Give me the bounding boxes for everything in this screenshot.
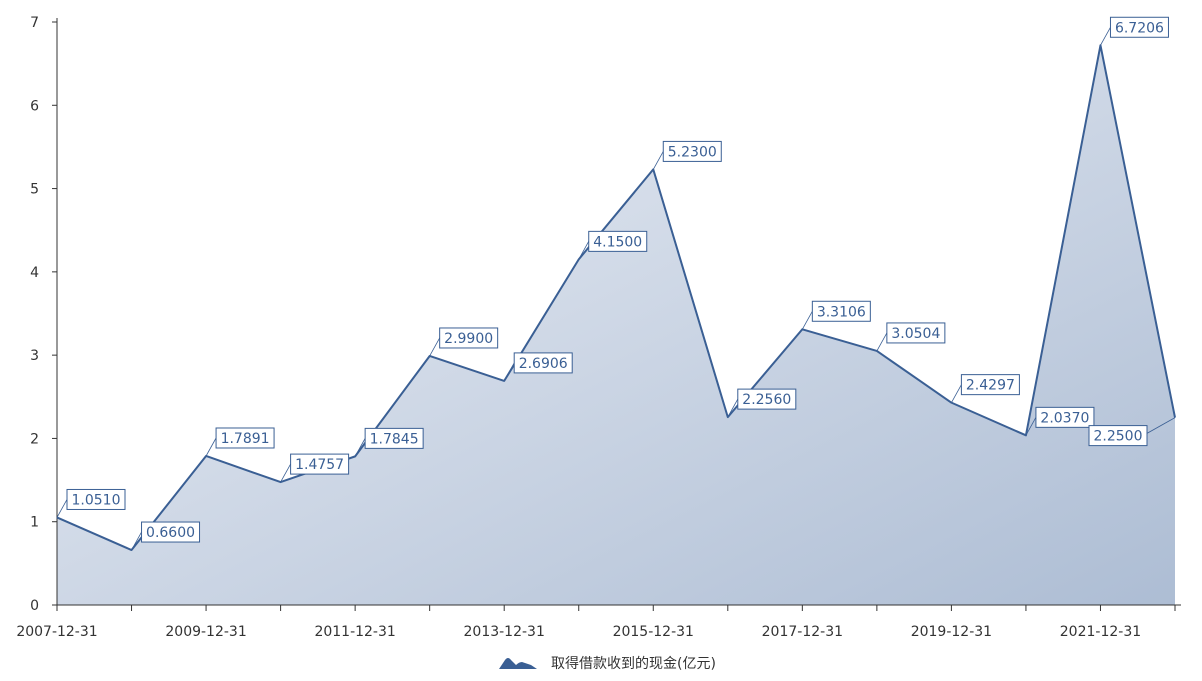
data-label-value: 4.1500	[593, 234, 642, 250]
data-label: 4.1500	[578, 230, 648, 260]
series-line-layer	[56, 44, 1176, 552]
data-label-leader	[727, 398, 739, 418]
data-label-value: 1.0510	[72, 492, 121, 508]
data-label-box	[886, 322, 946, 344]
data-label-leader	[876, 332, 888, 352]
data-label-value: 1.7891	[221, 431, 270, 447]
data-label-value: 2.0370	[1040, 410, 1089, 426]
data-label: 2.2500	[1088, 417, 1176, 447]
data-label-value: 2.9900	[444, 331, 493, 347]
data-label-box	[66, 488, 126, 510]
data-label: 3.3106	[801, 300, 871, 330]
legend[interactable]: 取得借款收到的现金(亿元)	[499, 655, 716, 672]
data-label-box	[513, 352, 573, 374]
y-tick-label: 3	[30, 348, 39, 364]
y-tick-label: 6	[30, 98, 39, 114]
x-tick-label: 2021-12-31	[1060, 624, 1141, 640]
data-label-value: 1.4757	[295, 457, 344, 473]
data-label-leader	[503, 362, 515, 382]
area-fill-layer	[57, 45, 1175, 606]
data-label-box	[1035, 406, 1095, 428]
data-label-box	[737, 388, 797, 410]
data-label: 1.7891	[205, 427, 275, 457]
y-tick-label: 4	[30, 265, 39, 281]
data-label: 1.7845	[354, 427, 424, 457]
data-label: 1.4757	[280, 453, 350, 483]
x-tick-label: 2013-12-31	[464, 624, 545, 640]
data-label-box	[662, 140, 722, 162]
area-legend-icon	[499, 658, 537, 669]
data-label: 2.2560	[727, 388, 797, 418]
data-label-box	[439, 327, 499, 349]
data-label-leader	[951, 384, 962, 403]
data-label-leader	[280, 463, 291, 483]
x-tick-label: 2015-12-31	[613, 624, 694, 640]
data-label: 0.6600	[131, 521, 201, 551]
y-tick-label: 2	[30, 431, 39, 447]
data-label-leader	[652, 151, 664, 170]
data-label-leader	[205, 437, 217, 457]
series-line	[56, 44, 1176, 552]
data-label-value: 2.6906	[519, 356, 568, 372]
data-label-leader	[1025, 417, 1037, 436]
data-label: 1.0510	[56, 488, 126, 518]
data-label-box	[215, 427, 275, 449]
data-labels: 1.0510 0.6600 1.7891 1.4757 1.7845 2.9900 2.69…	[56, 16, 1176, 551]
data-label-value: 2.2500	[1094, 429, 1143, 445]
y-tick-label: 5	[30, 182, 39, 198]
x-tick-label: 2011-12-31	[314, 624, 395, 640]
data-label: 2.6906	[503, 352, 573, 382]
data-label-leader	[131, 531, 142, 551]
data-label-box	[364, 427, 424, 449]
data-label-value: 2.4297	[966, 378, 1015, 394]
data-label-leader	[578, 241, 590, 260]
y-tick-label: 1	[30, 515, 39, 531]
data-label-leader	[1100, 27, 1111, 46]
data-label-box	[811, 300, 871, 322]
data-label: 2.4297	[951, 374, 1020, 403]
data-label-value: 5.2300	[668, 144, 717, 160]
axes: 0 1 2 3 4 5 6 7 2007-12-31 2009-12-31 2011-12-31 20…	[16, 15, 1181, 640]
data-label-value: 3.3106	[817, 304, 866, 320]
data-label-leader	[56, 499, 68, 518]
data-label-box	[290, 453, 350, 475]
data-label: 2.0370	[1025, 406, 1095, 436]
data-label-box	[960, 374, 1020, 396]
data-label-box	[588, 230, 648, 252]
data-label-value: 1.7845	[370, 431, 419, 447]
data-label-leader	[429, 337, 441, 357]
legend-label: 取得借款收到的现金(亿元)	[551, 655, 716, 672]
x-tick-label: 2017-12-31	[762, 624, 843, 640]
data-label-leader	[354, 438, 366, 457]
data-label: 6.7206	[1100, 16, 1169, 46]
y-tick-label: 7	[30, 15, 39, 31]
data-label-box	[1088, 425, 1148, 447]
data-label-value: 0.6600	[146, 525, 195, 541]
data-label: 3.0504	[876, 322, 946, 352]
data-label-value: 2.2560	[742, 392, 791, 408]
x-tick-label: 2019-12-31	[911, 624, 992, 640]
series-area	[57, 45, 1175, 606]
data-label-box	[1109, 16, 1169, 38]
data-label-value: 3.0504	[891, 326, 940, 342]
x-tick-label: 2007-12-31	[16, 624, 97, 640]
data-label-box	[141, 521, 201, 543]
data-label-leader	[1142, 417, 1176, 436]
x-tick-label: 2009-12-31	[165, 624, 246, 640]
data-label: 5.2300	[652, 140, 722, 170]
y-tick-label: 0	[30, 598, 39, 614]
data-label-leader	[801, 311, 813, 330]
data-label: 2.9900	[429, 327, 499, 357]
data-label-value: 6.7206	[1115, 20, 1164, 36]
